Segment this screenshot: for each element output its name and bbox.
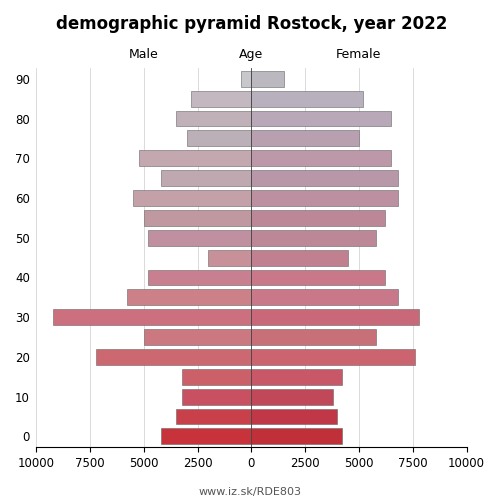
Bar (187, 130, 252, 146)
Bar (182, 388, 252, 404)
Bar (133, 190, 252, 206)
Bar (252, 329, 376, 345)
Bar (252, 170, 398, 186)
Bar (191, 90, 252, 106)
Bar (144, 329, 252, 345)
Bar (148, 230, 252, 246)
Bar (252, 250, 348, 266)
Bar (252, 388, 333, 404)
Title: demographic pyramid Rostock, year 2022: demographic pyramid Rostock, year 2022 (56, 15, 447, 33)
Bar (161, 428, 252, 444)
Bar (252, 110, 391, 126)
Bar (240, 71, 252, 87)
Text: www.iz.sk/RDE803: www.iz.sk/RDE803 (198, 488, 302, 498)
Bar (252, 349, 415, 365)
Text: Age: Age (239, 48, 264, 61)
Bar (252, 71, 284, 87)
Bar (144, 210, 252, 226)
Bar (208, 250, 252, 266)
Bar (252, 130, 359, 146)
Bar (252, 270, 384, 285)
Bar (252, 408, 338, 424)
Bar (140, 150, 252, 166)
Text: Male: Male (129, 48, 158, 61)
Bar (252, 210, 384, 226)
Bar (54, 309, 252, 325)
Bar (252, 230, 376, 246)
Bar (252, 150, 391, 166)
Bar (252, 369, 342, 384)
Bar (182, 369, 252, 384)
Bar (176, 408, 252, 424)
Text: Female: Female (336, 48, 382, 61)
Bar (252, 90, 363, 106)
Bar (148, 270, 252, 285)
Bar (252, 428, 342, 444)
Bar (161, 170, 252, 186)
Bar (126, 290, 252, 306)
Bar (252, 309, 419, 325)
Bar (252, 290, 398, 306)
Bar (252, 190, 398, 206)
Bar (176, 110, 252, 126)
Bar (96, 349, 252, 365)
